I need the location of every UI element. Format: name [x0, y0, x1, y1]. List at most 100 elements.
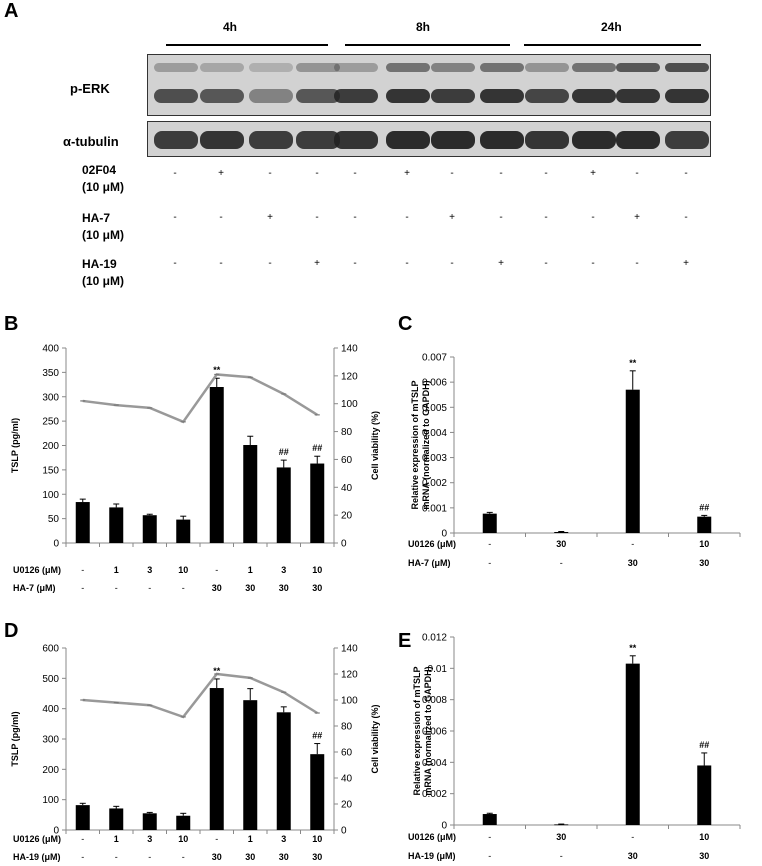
blot-band — [572, 63, 616, 72]
y2-tick-label: 100 — [341, 399, 358, 410]
y-tick-label: 0.004 — [422, 758, 447, 769]
y-tick-label: 50 — [48, 514, 60, 525]
blot-band — [249, 89, 293, 103]
y-tick-label: 0 — [53, 826, 59, 837]
treatment-label: HA-19 (10 μM) — [82, 257, 125, 288]
blot-band — [431, 89, 475, 103]
treatment-sign: - — [219, 212, 223, 223]
treatment-sign: + — [218, 168, 224, 179]
condition-value: 10 — [178, 834, 188, 844]
y2-tick-label: 40 — [341, 483, 353, 494]
blot-band — [386, 63, 430, 72]
treatment-sign: - — [173, 212, 177, 223]
bar — [276, 712, 291, 830]
y2-axis-title: Cell viability (%) — [370, 411, 380, 480]
condition-row-label: HA-7 (μM) — [13, 583, 56, 593]
bar — [276, 467, 291, 543]
treatment-sign: - — [450, 258, 454, 269]
treatment-label: HA-7 (10 μM) — [82, 211, 125, 242]
bar — [554, 531, 569, 533]
condition-value: - — [182, 852, 185, 862]
significance-mark: ## — [699, 502, 709, 512]
y-tick-label: 0.005 — [422, 403, 447, 414]
y2-tick-label: 20 — [341, 511, 353, 522]
y2-axis-title: Cell viability (%) — [370, 704, 380, 773]
condition-value: - — [488, 851, 491, 861]
condition-value: - — [148, 852, 151, 862]
y-tick-label: 250 — [42, 417, 59, 428]
y-axis-title: mRNA (normalized to GAPDH) — [423, 666, 433, 795]
viability-line — [82, 373, 318, 424]
condition-value: - — [81, 583, 84, 593]
y-tick-label: 300 — [42, 392, 59, 403]
blot-band — [480, 131, 524, 149]
condition-row-label: HA-19 (μM) — [13, 852, 61, 862]
blot-band — [296, 63, 340, 72]
treatment-sign: + — [314, 258, 320, 269]
condition-value: 3 — [281, 834, 286, 844]
y-tick-label: 0.007 — [422, 353, 447, 364]
significance-mark: ## — [699, 740, 709, 750]
blot-band — [386, 89, 430, 103]
y-axis-title: Relative expression of mTSLP — [412, 666, 422, 795]
blot-band — [665, 89, 709, 103]
y2-tick-label: 140 — [341, 644, 358, 655]
bar — [554, 824, 569, 826]
condition-value: - — [488, 539, 491, 549]
bar — [109, 808, 124, 830]
treatment-sign: - — [268, 258, 272, 269]
condition-row-label: HA-19 (μM) — [408, 851, 456, 861]
condition-row-label: U0126 (μM) — [13, 565, 61, 575]
y2-tick-label: 140 — [341, 344, 358, 355]
perk-blot-image — [147, 54, 711, 116]
y-axis-title: mRNA (normalized to GAPDH) — [421, 380, 431, 509]
treatment-sign: - — [353, 168, 357, 179]
viability-line — [82, 672, 318, 719]
treatment-sign: + — [498, 258, 504, 269]
y2-tick-label: 120 — [341, 670, 358, 681]
blot-band — [296, 131, 340, 149]
condition-row-label: HA-7 (μM) — [408, 558, 451, 568]
y2-tick-label: 0 — [341, 826, 347, 837]
y-tick-label: 0.006 — [422, 378, 447, 389]
blot-band — [525, 89, 569, 103]
condition-value: 30 — [245, 583, 255, 593]
bar — [142, 813, 157, 830]
panel-c-letter: C — [398, 313, 413, 335]
treatment-sign: + — [683, 258, 689, 269]
y-tick-label: 0.002 — [422, 478, 447, 489]
condition-value: 30 — [556, 832, 566, 842]
condition-value: 3 — [147, 565, 152, 575]
condition-value: - — [488, 832, 491, 842]
condition-value: - — [631, 832, 634, 842]
blot-band — [154, 63, 198, 72]
condition-value: - — [81, 565, 84, 575]
condition-value: 30 — [628, 851, 638, 861]
significance-mark: ** — [213, 365, 221, 375]
bar — [142, 515, 157, 543]
blot-band — [480, 63, 524, 72]
bar — [243, 445, 258, 543]
y-tick-label: 600 — [42, 644, 59, 655]
timepoint-label: 8h — [416, 20, 431, 34]
condition-value: 1 — [248, 834, 253, 844]
condition-value: - — [488, 558, 491, 568]
blot-band — [480, 89, 524, 103]
treatment-sign: - — [219, 258, 223, 269]
y2-tick-label: 20 — [341, 800, 353, 811]
treatment-sign: - — [499, 168, 503, 179]
y-tick-label: 0.004 — [422, 428, 447, 439]
treatment-sign: - — [315, 168, 319, 179]
bar — [482, 513, 497, 533]
condition-value: 30 — [628, 558, 638, 568]
panel-a-letter: A — [4, 0, 19, 22]
treatment-sign: + — [404, 168, 410, 179]
bar — [625, 389, 640, 533]
condition-value: 10 — [312, 565, 322, 575]
y-tick-label: 350 — [42, 368, 59, 379]
treatment-sign: - — [684, 212, 688, 223]
timepoint-bracket — [345, 44, 510, 46]
condition-value: 30 — [245, 852, 255, 862]
y-tick-label: 0.012 — [422, 633, 447, 644]
condition-value: 10 — [312, 834, 322, 844]
